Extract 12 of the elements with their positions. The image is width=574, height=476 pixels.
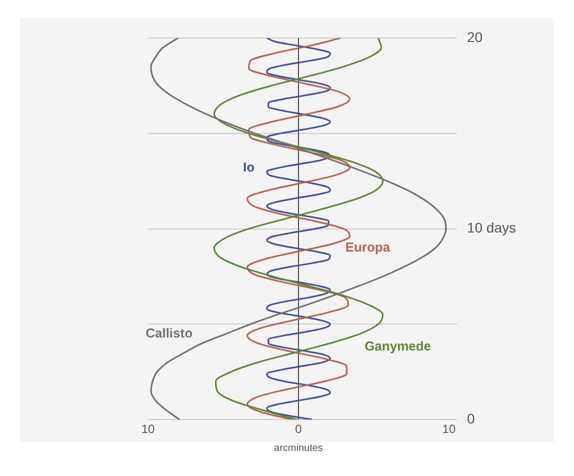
series-label: Io <box>243 159 255 174</box>
x-tick-label: 10 <box>442 422 456 436</box>
series-label: Europa <box>345 239 391 254</box>
x-tick-label: 0 <box>295 422 302 436</box>
y-tick-label: 10 days <box>466 220 516 236</box>
series-label: Ganymede <box>364 338 432 354</box>
y-tick-label: 20 <box>466 28 483 45</box>
x-axis-title: arcminutes <box>274 442 323 454</box>
series-label: Callisto <box>146 325 193 340</box>
line-series <box>266 38 331 420</box>
y-tick-label: 0 <box>466 410 475 426</box>
x-tick-label: 10 <box>141 422 155 436</box>
